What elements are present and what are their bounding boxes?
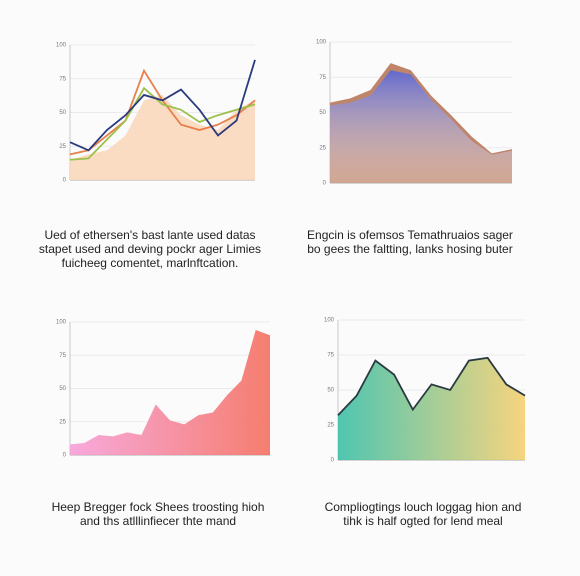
y-tick-label: 75 <box>59 353 66 359</box>
area <box>338 357 525 460</box>
y-tick-label: 100 <box>56 43 67 49</box>
area <box>70 329 270 455</box>
y-tick-label: 25 <box>59 144 66 150</box>
y-tick-label: 50 <box>327 388 334 394</box>
y-tick-label: 50 <box>59 386 66 392</box>
y-tick-label: 25 <box>59 419 66 425</box>
y-tick-label: 75 <box>327 353 334 359</box>
line <box>69 59 256 152</box>
caption: fuicheeg comentet, marlnftcation. <box>62 256 239 270</box>
y-tick-label: 50 <box>319 110 326 116</box>
y-tick-label: 0 <box>63 178 67 184</box>
caption: Heep Bregger fock Shees troosting hioh <box>52 500 265 514</box>
caption: Compliogtings louch loggag hion and <box>325 500 522 514</box>
y-tick-label: 100 <box>324 318 335 324</box>
y-tick-label: 0 <box>331 458 335 464</box>
caption: Ued of ethersen's bast lante used datas <box>44 228 255 242</box>
area <box>330 70 512 183</box>
y-tick-label: 100 <box>56 320 67 326</box>
caption: stapet used and deving pockr ager Limies <box>39 242 261 256</box>
caption: bo gees the faltting, lanks hosing buter <box>307 242 512 256</box>
y-tick-label: 0 <box>63 453 67 459</box>
caption: Engcin is ofemsos Temathruaios sager <box>307 228 513 242</box>
y-tick-label: 0 <box>323 181 327 187</box>
y-tick-label: 25 <box>327 423 334 429</box>
caption: tihk is half ogted for lend meal <box>343 514 502 528</box>
y-tick-label: 75 <box>319 75 326 81</box>
line <box>337 356 526 416</box>
area <box>70 94 255 180</box>
caption: and ths atlllinfiecer thte mand <box>80 514 236 528</box>
y-tick-label: 50 <box>59 110 66 116</box>
y-tick-label: 25 <box>319 145 326 151</box>
y-tick-label: 100 <box>316 40 327 46</box>
y-tick-label: 75 <box>59 76 66 82</box>
line <box>69 86 256 161</box>
